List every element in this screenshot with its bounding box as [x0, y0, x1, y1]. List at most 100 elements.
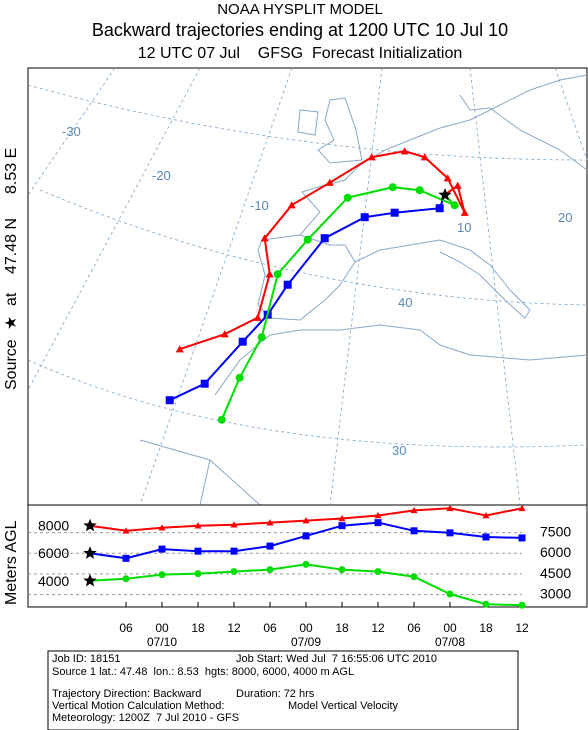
marker — [374, 511, 382, 519]
marker — [200, 379, 209, 388]
coast — [214, 324, 588, 396]
marker — [220, 330, 229, 338]
marker — [460, 208, 469, 216]
start-height-label: 4000 — [38, 573, 69, 589]
marker — [302, 532, 310, 540]
date-label: 07/10 — [147, 635, 177, 649]
side-at: at — [3, 292, 20, 306]
marker — [122, 554, 130, 562]
marker — [217, 415, 226, 424]
x-tick-label: 06 — [263, 621, 277, 635]
marker — [420, 153, 429, 161]
marker — [158, 545, 166, 553]
footer-box — [47, 650, 519, 730]
marker — [482, 511, 490, 519]
coast — [354, 239, 531, 319]
coast — [257, 234, 356, 321]
trajectory — [169, 194, 446, 402]
border — [459, 94, 588, 171]
marker — [265, 270, 274, 278]
lon-label: -30 — [62, 124, 81, 139]
plot-layer: 3000 4500 6000 7500 06 00 18 12 06 00 18 12 06 00 18 12… — [28, 147, 571, 649]
marker — [257, 333, 266, 342]
marker — [230, 547, 238, 555]
marker — [410, 506, 418, 514]
height-frame — [27, 504, 588, 608]
marker — [446, 504, 454, 512]
parallel — [27, 359, 588, 448]
meridian — [469, 67, 521, 506]
x-tick-label: 12 — [371, 621, 385, 635]
marker — [410, 573, 418, 581]
height-line — [89, 563, 523, 607]
x-tick-label: 00 — [443, 621, 457, 635]
y-tick-label: 7500 — [540, 524, 571, 540]
marker — [302, 560, 310, 568]
marker — [194, 522, 202, 529]
footer-line: Job Start: Wed Jul 7 16:55:06 UTC 2010 — [236, 653, 437, 665]
marker — [338, 522, 346, 530]
side-star: ★ — [3, 316, 20, 330]
marker — [238, 337, 247, 346]
y-tick-label: 3000 — [540, 586, 571, 602]
marker — [518, 601, 526, 609]
x-tick-label: 12 — [515, 621, 529, 635]
marker — [388, 183, 397, 192]
lon-label: -20 — [152, 168, 171, 183]
marker — [446, 590, 454, 598]
graticule-labels: -30 -20 -10 10 20 40 30 — [62, 124, 572, 458]
marker — [453, 181, 462, 189]
x-tick-label: 00 — [299, 621, 313, 635]
footer-line: Job ID: 18151 — [52, 653, 121, 665]
footer-line: Vertical Motion Calculation Method: — [52, 700, 224, 712]
marker — [443, 174, 452, 182]
start-height-label: 6000 — [38, 545, 69, 561]
marker — [266, 566, 274, 574]
marker — [194, 570, 202, 578]
lat-label: 30 — [392, 443, 406, 458]
marker — [518, 534, 526, 542]
meridian — [329, 67, 383, 506]
marker — [343, 193, 352, 202]
lon-label: 10 — [457, 220, 471, 235]
y-tick-label: 4500 — [540, 565, 571, 581]
y-tick-label: 6000 — [540, 544, 571, 560]
marker — [338, 515, 346, 522]
x-tick-label: 18 — [191, 621, 205, 635]
x-tick-label: 00 — [155, 621, 169, 635]
marker — [158, 571, 166, 579]
x-tick-label: 12 — [227, 621, 241, 635]
graticule — [27, 67, 588, 506]
marker — [435, 204, 444, 213]
marker — [266, 542, 274, 550]
meridian — [27, 67, 116, 196]
x-tick-label: 06 — [119, 621, 133, 635]
start-height-label: 8000 — [38, 518, 69, 534]
marker — [338, 566, 346, 574]
marker — [266, 519, 274, 526]
side-lat: 47.48 N — [3, 218, 20, 274]
marker — [360, 213, 369, 222]
marker — [273, 270, 282, 279]
marker — [518, 504, 526, 512]
coastlines — [139, 74, 588, 506]
coast — [297, 97, 363, 164]
marker — [482, 533, 490, 541]
marker — [482, 600, 490, 608]
marker — [302, 517, 310, 524]
meridian — [554, 67, 588, 161]
border — [139, 439, 261, 506]
side-source: Source — [3, 339, 20, 390]
x-tick-label: 18 — [335, 621, 349, 635]
marker — [283, 280, 292, 289]
marker — [235, 373, 244, 382]
footer-line: Source 1 lat.: 47.48 lon.: 8.53 hgts: 80… — [52, 666, 354, 678]
parallel — [39, 189, 588, 306]
y-axis-label: Meters AGL — [3, 520, 20, 605]
subtitle2: 12 UTC 07 Jul GFSG Forecast Initializati… — [138, 45, 463, 62]
source-star — [438, 188, 452, 201]
date-label: 07/08 — [435, 635, 465, 649]
footer-line: Trajectory Direction: Backward — [52, 688, 201, 700]
x-tick-label: 06 — [407, 621, 421, 635]
